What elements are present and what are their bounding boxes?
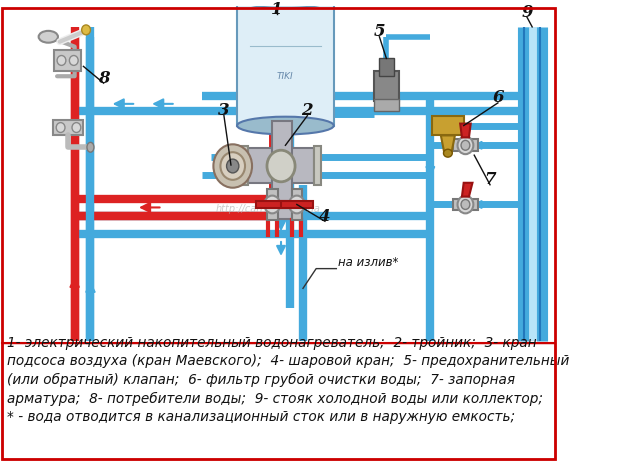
Bar bbox=[55, 50, 81, 71]
Ellipse shape bbox=[237, 117, 333, 135]
Text: 2: 2 bbox=[302, 102, 313, 119]
Bar bbox=[53, 120, 84, 136]
Ellipse shape bbox=[39, 31, 58, 43]
Bar bbox=[292, 205, 302, 220]
Bar bbox=[465, 139, 478, 151]
Bar bbox=[314, 146, 321, 185]
Ellipse shape bbox=[252, 0, 320, 3]
Bar bbox=[524, 27, 540, 341]
Circle shape bbox=[226, 159, 239, 173]
Circle shape bbox=[461, 200, 470, 209]
Bar bbox=[374, 71, 399, 101]
Bar bbox=[256, 201, 288, 208]
Circle shape bbox=[69, 55, 78, 65]
Polygon shape bbox=[441, 136, 455, 153]
Ellipse shape bbox=[87, 142, 94, 152]
Circle shape bbox=[57, 55, 66, 65]
Circle shape bbox=[458, 195, 474, 213]
Circle shape bbox=[214, 144, 252, 188]
Bar bbox=[2, 343, 555, 459]
Text: (или обратный) клапан;  6- фильтр грубой очистки воды;  7- запорная: (или обратный) клапан; 6- фильтр грубой … bbox=[7, 373, 515, 387]
Text: 4: 4 bbox=[319, 208, 331, 225]
Circle shape bbox=[461, 140, 470, 150]
Text: 1- электрический накопительный водонагреватель;  2- тройник;  3- кран: 1- электрический накопительный водонагре… bbox=[7, 336, 536, 349]
Bar bbox=[374, 99, 399, 111]
Polygon shape bbox=[460, 124, 470, 137]
Bar bbox=[2, 8, 555, 343]
Ellipse shape bbox=[444, 149, 452, 157]
Text: 9: 9 bbox=[521, 4, 533, 21]
Circle shape bbox=[56, 123, 65, 132]
Bar bbox=[267, 205, 278, 220]
Text: на излив*: на излив* bbox=[338, 255, 399, 269]
Bar bbox=[378, 59, 394, 76]
Circle shape bbox=[458, 136, 474, 154]
Bar bbox=[241, 146, 248, 185]
Bar bbox=[465, 199, 478, 210]
Bar bbox=[453, 199, 465, 210]
Polygon shape bbox=[462, 183, 472, 196]
Bar bbox=[292, 189, 302, 205]
Text: http://сантехника.ua: http://сантехника.ua bbox=[216, 204, 320, 214]
Bar bbox=[272, 121, 292, 219]
Text: 6: 6 bbox=[492, 89, 504, 106]
Bar bbox=[432, 116, 463, 136]
Text: * - вода отводится в канализационный сток или в наружную емкость;: * - вода отводится в канализационный сто… bbox=[7, 410, 515, 425]
Circle shape bbox=[289, 195, 305, 213]
Text: 7: 7 bbox=[484, 171, 496, 189]
Circle shape bbox=[82, 25, 91, 35]
Circle shape bbox=[264, 195, 280, 213]
Text: TIKI: TIKI bbox=[277, 72, 294, 81]
Text: 5: 5 bbox=[373, 24, 385, 41]
Text: 1: 1 bbox=[271, 0, 282, 18]
Text: 8: 8 bbox=[98, 70, 110, 87]
Circle shape bbox=[72, 123, 81, 132]
Bar bbox=[237, 0, 333, 125]
Circle shape bbox=[267, 150, 295, 182]
Bar bbox=[453, 139, 465, 151]
Bar bbox=[281, 201, 313, 208]
Bar bbox=[267, 189, 278, 205]
Ellipse shape bbox=[237, 0, 333, 8]
Text: арматура;  8- потребители воды;  9- стояк холодной воды или коллектор;: арматура; 8- потребители воды; 9- стояк … bbox=[7, 392, 543, 406]
Text: подсоса воздуха (кран Маевского);  4- шаровой кран;  5- предохранительный: подсоса воздуха (кран Маевского); 4- шар… bbox=[7, 354, 569, 368]
Bar bbox=[248, 148, 314, 183]
Circle shape bbox=[221, 152, 245, 180]
Text: 3: 3 bbox=[218, 102, 230, 119]
